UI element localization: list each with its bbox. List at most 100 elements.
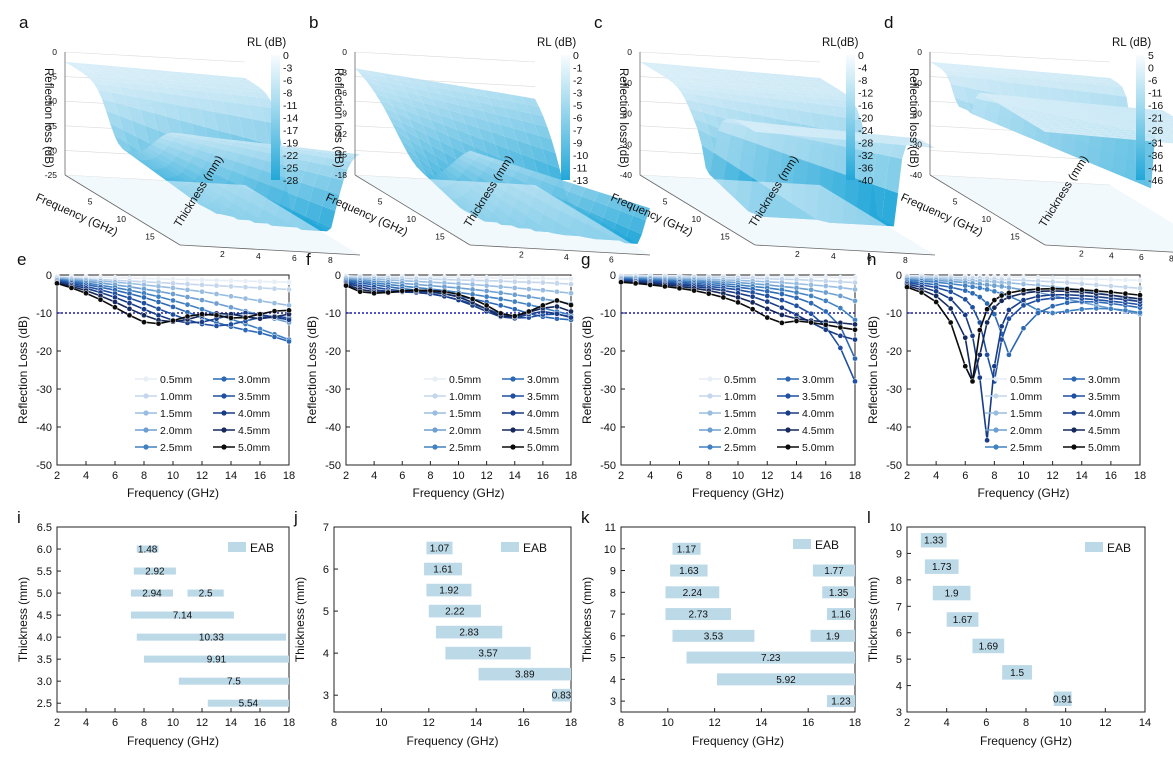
surface-facet <box>590 201 608 218</box>
colorbar-tick-label: -28 <box>858 138 873 150</box>
colorbar-tick-label: -24 <box>858 125 873 137</box>
surface-facet <box>309 155 327 165</box>
surface-facet <box>811 127 829 131</box>
data-point <box>271 308 278 314</box>
eab-bar-label: 2.92 <box>145 567 165 578</box>
surface-facet <box>401 102 419 116</box>
surface-facet <box>119 86 137 98</box>
data-point <box>568 302 574 308</box>
data-point <box>1122 307 1129 314</box>
surface-facet <box>136 97 154 114</box>
data-point <box>779 297 785 303</box>
surface-facet <box>232 162 250 177</box>
data-point <box>413 287 420 294</box>
surface-facet <box>103 65 121 69</box>
legend-swatch-marker <box>707 393 713 399</box>
surface-facet <box>677 78 695 83</box>
data-point <box>385 289 392 296</box>
x-tick-label: 12 <box>423 717 435 729</box>
surface-facet <box>795 137 813 162</box>
legend-label: 2.0mm <box>160 425 192 437</box>
surface-facet <box>983 101 1001 125</box>
surface-facet <box>487 162 505 173</box>
surface-facet <box>726 134 744 170</box>
surface-facet <box>296 182 314 202</box>
x-tick-label: 6 <box>983 717 989 729</box>
surface-facet <box>1047 100 1065 104</box>
surface-facet <box>152 169 170 179</box>
surface-facet <box>814 97 832 106</box>
data-point <box>213 323 220 329</box>
surface-facet <box>445 165 463 179</box>
colorbar-tick-label: -20 <box>858 113 873 125</box>
eab-bar <box>133 567 176 575</box>
surface-facet <box>223 151 241 163</box>
surface-facet <box>1024 119 1042 123</box>
data-point <box>184 281 191 287</box>
y-tick-label: -20 <box>36 346 52 358</box>
legend-label: 0.5mm <box>449 374 481 386</box>
data-point <box>852 279 858 286</box>
surface-facet <box>1029 109 1047 113</box>
surface-facet <box>218 82 236 87</box>
data-point <box>852 274 858 281</box>
surface-facet <box>793 88 811 94</box>
surface-facet <box>987 96 1005 101</box>
surface-facet <box>422 124 440 141</box>
data-point <box>511 298 518 305</box>
eab-bar-label: 2.83 <box>459 628 479 639</box>
y-tick-label: 2.5 <box>37 698 52 710</box>
colorbar-tick-label: -8 <box>858 75 867 87</box>
surface-facet <box>1071 127 1089 132</box>
y-tick-label: 2 <box>519 250 524 260</box>
surface-facet <box>1059 113 1077 118</box>
surface-facet <box>942 69 960 77</box>
surface-facet <box>279 191 297 211</box>
legend-label: 3.5mm <box>1088 391 1120 403</box>
data-point <box>837 284 844 291</box>
surface-facet <box>718 121 735 135</box>
eab-bar <box>428 604 481 618</box>
surface-facet <box>779 99 797 111</box>
colorbar-tick-label: -36 <box>858 163 873 175</box>
y-tick-label: 0 <box>46 270 52 282</box>
y-tick-label: 8 <box>328 255 333 265</box>
data-point <box>1093 288 1100 294</box>
z-tick-label: -18 <box>335 170 348 180</box>
data-point <box>808 293 814 299</box>
surface-facet <box>955 64 973 68</box>
colorbar-tick-label: -3 <box>573 88 582 100</box>
surface-facet <box>1071 74 1089 79</box>
surface-facet <box>1021 104 1039 108</box>
surface-facet <box>905 137 923 141</box>
data-point <box>984 351 990 358</box>
eab-bar-label: 0.91 <box>1053 694 1073 705</box>
data-point <box>343 282 349 289</box>
surface-facet <box>1110 124 1128 129</box>
surface-facet <box>885 156 903 194</box>
surface-facet <box>1084 122 1102 127</box>
surface-facet <box>470 161 488 172</box>
surface-facet <box>810 93 828 99</box>
surface-facet <box>616 210 634 229</box>
x-tick-label: 10 <box>167 717 179 729</box>
y-tick-label: 3 <box>896 707 902 719</box>
surface-facet <box>1054 117 1072 122</box>
surface-facet <box>461 113 479 128</box>
x-tick-label: 14 <box>790 470 802 482</box>
surface-facet <box>516 140 534 159</box>
y-tick-label: -10 <box>36 308 52 320</box>
surface-facet <box>257 147 275 154</box>
surface-facet <box>343 152 360 157</box>
data-point <box>242 295 249 302</box>
data-point <box>455 291 462 298</box>
surface-facet <box>288 167 305 183</box>
data-point <box>976 351 983 358</box>
surface-facet <box>380 72 398 80</box>
data-point <box>998 323 1005 330</box>
surface-facet <box>758 88 776 94</box>
z-axis-label: Reflection loss (dB) <box>907 68 919 168</box>
surface-facet <box>950 84 968 103</box>
surface-facet <box>783 108 801 124</box>
surface-facet <box>993 74 1011 83</box>
